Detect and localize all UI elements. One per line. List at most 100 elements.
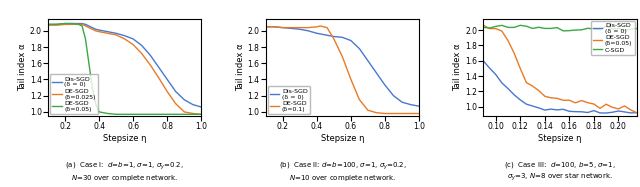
- DE-SGD
(δ=0.05): [189, 113, 196, 115]
- Dis-SGD
(δ = 0): [492, 73, 500, 76]
- C-SGD: [584, 27, 591, 29]
- DE-SGD
(δ=0.025): [189, 112, 196, 115]
- DE-SGD
(δ=0.05): [504, 39, 512, 42]
- C-SGD: [590, 28, 598, 30]
- DE-SGD
(δ=0.025): [180, 111, 188, 113]
- Dis-SGD
(δ = 0): [189, 103, 196, 106]
- X-axis label: Stepsize η: Stepsize η: [538, 134, 582, 143]
- Line: DE-SGD
(δ=0.1): DE-SGD (δ=0.1): [266, 26, 419, 114]
- Dis-SGD
(δ = 0): [516, 99, 524, 101]
- DE-SGD
(δ=0.1): [320, 26, 328, 28]
- DE-SGD
(δ=0.1): [356, 99, 364, 101]
- Dis-SGD
(δ = 0): [262, 26, 269, 28]
- Dis-SGD
(δ = 0): [82, 23, 90, 25]
- Dis-SGD
(δ = 0): [339, 36, 346, 39]
- DE-SGD
(δ=0.05): [61, 22, 69, 25]
- DE-SGD
(δ=0.05): [633, 112, 640, 114]
- DE-SGD
(δ=0.1): [279, 27, 287, 29]
- C-SGD: [621, 29, 628, 31]
- Dis-SGD
(δ = 0): [95, 29, 103, 31]
- Dis-SGD
(δ = 0): [104, 30, 111, 33]
- C-SGD: [522, 25, 530, 27]
- Dis-SGD
(δ = 0): [566, 110, 573, 112]
- DE-SGD
(δ=0.05): [198, 113, 205, 115]
- C-SGD: [559, 30, 567, 32]
- Dis-SGD
(δ = 0): [535, 107, 543, 109]
- DE-SGD
(δ=0.05): [70, 22, 77, 25]
- DE-SGD
(δ=0.05): [596, 107, 604, 109]
- C-SGD: [535, 26, 543, 28]
- DE-SGD
(δ=0.025): [198, 113, 205, 115]
- DE-SGD
(δ=0.025): [92, 30, 100, 32]
- Dis-SGD
(δ = 0): [78, 22, 86, 25]
- DE-SGD
(δ=0.05): [572, 102, 579, 104]
- Dis-SGD
(δ = 0): [406, 103, 414, 106]
- DE-SGD
(δ=0.1): [296, 27, 303, 29]
- Dis-SGD
(δ = 0): [163, 78, 171, 81]
- DE-SGD
(δ=0.05): [85, 62, 93, 64]
- Dis-SGD
(δ = 0): [602, 112, 610, 114]
- Dis-SGD
(δ = 0): [44, 23, 52, 25]
- DE-SGD
(δ=0.05): [138, 113, 145, 115]
- Dis-SGD
(δ = 0): [138, 44, 145, 47]
- Dis-SGD
(δ = 0): [627, 112, 634, 114]
- DE-SGD
(δ=0.05): [627, 109, 634, 111]
- C-SGD: [614, 27, 622, 30]
- C-SGD: [578, 29, 586, 31]
- DE-SGD
(δ=0.05): [486, 27, 493, 30]
- DE-SGD
(δ=0.05): [147, 113, 154, 115]
- DE-SGD
(δ=0.1): [364, 109, 372, 111]
- DE-SGD
(δ=0.05): [121, 113, 129, 115]
- DE-SGD
(δ=0.025): [70, 23, 77, 25]
- DE-SGD
(δ=0.05): [129, 113, 137, 115]
- Dis-SGD
(δ = 0): [398, 101, 406, 103]
- C-SGD: [516, 24, 524, 26]
- Dis-SGD
(δ = 0): [547, 108, 555, 110]
- Y-axis label: Tail index α: Tail index α: [236, 44, 244, 91]
- Dis-SGD
(δ = 0): [498, 82, 506, 84]
- DE-SGD
(δ=0.1): [406, 112, 414, 115]
- C-SGD: [572, 29, 579, 31]
- Dis-SGD
(δ = 0): [92, 28, 100, 30]
- DE-SGD
(δ=0.05): [516, 67, 524, 70]
- Dis-SGD
(δ = 0): [61, 22, 69, 25]
- DE-SGD
(δ=0.1): [415, 112, 423, 115]
- DE-SGD
(δ=0.025): [95, 30, 103, 33]
- Dis-SGD
(δ = 0): [198, 106, 205, 108]
- C-SGD: [510, 26, 518, 28]
- X-axis label: Stepsize η: Stepsize η: [321, 134, 364, 143]
- C-SGD: [479, 26, 487, 28]
- Line: DE-SGD
(δ=0.05): DE-SGD (δ=0.05): [483, 25, 637, 113]
- DE-SGD
(δ=0.05): [566, 99, 573, 101]
- X-axis label: Stepsize η: Stepsize η: [103, 134, 147, 143]
- C-SGD: [566, 30, 573, 32]
- C-SGD: [553, 27, 561, 29]
- DE-SGD
(δ=0.1): [305, 27, 312, 29]
- DE-SGD
(δ=0.05): [529, 85, 536, 87]
- Dis-SGD
(δ = 0): [522, 103, 530, 105]
- DE-SGD
(δ=0.05): [510, 52, 518, 54]
- Dis-SGD
(δ = 0): [364, 60, 372, 62]
- DE-SGD
(δ=0.05): [621, 105, 628, 107]
- DE-SGD
(δ=0.025): [82, 25, 90, 27]
- DE-SGD
(δ=0.05): [602, 103, 610, 105]
- DE-SGD
(δ=0.05): [82, 38, 90, 40]
- DE-SGD
(δ=0.1): [313, 26, 321, 28]
- C-SGD: [529, 27, 536, 30]
- Dis-SGD
(δ = 0): [486, 67, 493, 69]
- Dis-SGD
(δ = 0): [614, 110, 622, 112]
- C-SGD: [492, 25, 500, 27]
- DE-SGD
(δ=0.1): [271, 26, 278, 28]
- Line: DE-SGD
(δ=0.025): DE-SGD (δ=0.025): [48, 24, 202, 114]
- Dis-SGD
(δ = 0): [279, 27, 287, 29]
- DE-SGD
(δ=0.05): [112, 113, 120, 115]
- DE-SGD
(δ=0.05): [590, 103, 598, 105]
- C-SGD: [547, 27, 555, 30]
- DE-SGD
(δ=0.025): [155, 77, 163, 79]
- DE-SGD
(δ=0.1): [262, 26, 269, 28]
- DE-SGD
(δ=0.1): [372, 112, 380, 114]
- DE-SGD
(δ=0.1): [381, 112, 389, 115]
- Dis-SGD
(δ = 0): [121, 35, 129, 37]
- DE-SGD
(δ=0.1): [287, 27, 295, 29]
- Dis-SGD
(δ = 0): [129, 38, 137, 40]
